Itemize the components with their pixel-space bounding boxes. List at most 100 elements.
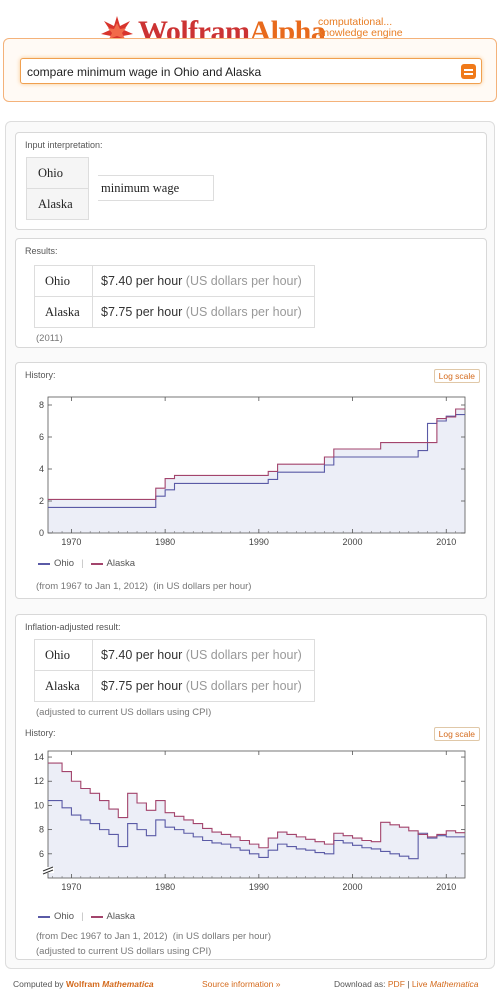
value-cell: $7.75 per hour (US dollars per hour): [92, 670, 315, 702]
equal-icon[interactable]: [461, 64, 476, 79]
chart-legend: Ohio | Alaska: [38, 558, 135, 569]
history-chart: 1970 1980 1990 2000 2010 0 2 4 6 8: [39, 396, 466, 547]
inflation-history-chart: 1970 1980 1990 2000 2010 6 8 10 12 14: [34, 750, 466, 892]
x-tick-label: 1990: [249, 537, 269, 547]
range-note: (from 1967 to Jan 1, 2012) (in US dollar…: [36, 581, 251, 592]
tagline: computational... knowledge engine: [318, 17, 403, 39]
y-tick-label: 12: [34, 776, 44, 786]
value-cell: $7.75 per hour (US dollars per hour): [92, 296, 315, 328]
y-tick-label: 14: [34, 752, 44, 762]
unit-text: (US dollars per hour): [185, 274, 302, 288]
chart-area-fill: [48, 409, 465, 533]
y-tick-label: 8: [39, 825, 44, 835]
history-pod: History: Log scale 1970 1980 1990 2000 2010 0…: [15, 362, 487, 599]
state-cell: Alaska: [26, 188, 89, 220]
input-interpretation-pod: Input interpretation: Ohio minimum wage …: [15, 132, 487, 230]
computed-by: Computed by Wolfram Mathematica: [13, 979, 154, 989]
x-tick-label: 1970: [61, 882, 81, 892]
range-text: (from Dec 1967 to Jan 1, 2012): [36, 931, 168, 942]
legend-alaska: Alaska: [106, 911, 136, 922]
axis-break-bg: [42, 867, 54, 873]
table-row: Alaska $7.75 per hour (US dollars per ho…: [34, 670, 315, 702]
x-tick-label: 1980: [155, 537, 175, 547]
range-text: (from 1967 to Jan 1, 2012): [36, 581, 148, 592]
unit-text: (US dollars per hour): [185, 305, 302, 319]
year-note: (2011): [36, 333, 63, 344]
tagline-line-2: knowledge engine: [318, 27, 403, 39]
measure-cell: minimum wage: [101, 181, 180, 195]
live-mathematica-link[interactable]: Live Mathematica: [412, 979, 479, 989]
unit-note: (in US dollars per hour): [172, 931, 271, 942]
mathematica-link[interactable]: Mathematica: [102, 979, 154, 989]
y-tick-label: 0: [39, 528, 44, 538]
pod-title: Results:: [25, 246, 58, 256]
state-cell: Ohio: [34, 265, 93, 297]
header: WolframAlpha computational... knowledge …: [0, 0, 500, 110]
legend-ohio: Ohio: [54, 558, 75, 569]
state-cell: Ohio: [26, 157, 89, 189]
inflation-pod: Inflation-adjusted result: Ohio $7.40 pe…: [15, 614, 487, 960]
results-pod: Results: Ohio $7.40 per hour (US dollars…: [15, 238, 487, 348]
pod-title: Input interpretation:: [25, 140, 103, 150]
pod-title: History:: [25, 370, 56, 380]
value-text: $7.40 per hour: [101, 274, 183, 288]
y-tick-label: 10: [34, 800, 44, 810]
table-row: Ohio $7.40 per hour (US dollars per hour…: [34, 639, 315, 671]
y-tick-label: 4: [39, 464, 44, 474]
state-cell: Alaska: [34, 670, 93, 702]
pdf-link[interactable]: PDF: [387, 979, 405, 989]
measure-frame: [98, 175, 214, 201]
x-tick-label: 1980: [155, 882, 175, 892]
interpretation-table: Ohio minimum wage Alaska: [26, 157, 205, 220]
footer: Computed by Wolfram Mathematica Source i…: [0, 975, 500, 995]
y-tick-label: 2: [39, 496, 44, 506]
download-as: Download as: PDF | Live Mathematica: [334, 979, 479, 989]
live-text: Live: [411, 979, 428, 989]
value-text: $7.75 per hour: [101, 679, 183, 693]
search-bar: [3, 38, 497, 102]
search-input[interactable]: [27, 64, 457, 80]
results-table: Ohio $7.40 per hour (US dollars per hour…: [34, 265, 315, 328]
y-tick-label: 6: [39, 432, 44, 442]
unit-note: (in US dollars per hour): [153, 581, 252, 592]
axis-break-mark: [42, 866, 54, 872]
y-tick-label: 8: [39, 400, 44, 410]
unit-text: (US dollars per hour): [185, 679, 302, 693]
log-scale-button[interactable]: Log scale: [433, 727, 480, 741]
chart-legend: Ohio | Alaska: [38, 911, 135, 922]
state-cell: Alaska: [34, 296, 93, 328]
wolfram-link[interactable]: Wolfram: [65, 979, 100, 989]
results-panel: Input interpretation: Ohio minimum wage …: [5, 121, 495, 969]
value-cell: $7.40 per hour (US dollars per hour): [92, 265, 315, 297]
search-box: [20, 58, 482, 84]
cpi-note-2: (adjusted to current US dollars using CP…: [36, 946, 212, 957]
range-note: (from Dec 1967 to Jan 1, 2012) (in US do…: [36, 931, 271, 942]
legend-alaska: Alaska: [106, 558, 136, 569]
legend-swatch-alaska: [90, 562, 103, 565]
ohio-series-line: [48, 414, 465, 508]
value-text: $7.75 per hour: [101, 305, 183, 319]
computed-by-label: Computed by: [13, 979, 64, 989]
alaska-series-line: [48, 762, 465, 849]
value-text: $7.40 per hour: [101, 648, 183, 662]
plot-frame: [47, 750, 466, 879]
chart-area-fill: [48, 763, 465, 878]
x-tick-label: 2000: [343, 882, 363, 892]
alaska-series-line: [48, 408, 465, 500]
y-tick-label: 6: [39, 849, 44, 859]
download-as-label: Download as:: [334, 979, 386, 989]
x-tick-label: 2000: [343, 537, 363, 547]
tagline-line-1: computational...: [318, 16, 393, 28]
axis-break-mark: [42, 869, 54, 875]
x-tick-label: 2010: [436, 882, 456, 892]
x-tick-label: 1990: [249, 882, 269, 892]
log-scale-button[interactable]: Log scale: [433, 369, 480, 383]
source-information-link[interactable]: Source information »: [202, 979, 281, 989]
history-title: History:: [25, 728, 56, 738]
ohio-series-line: [48, 800, 465, 860]
x-tick-label: 1970: [61, 537, 81, 547]
wolfram-spikey-icon: [101, 16, 133, 46]
plot-frame: [47, 396, 466, 534]
table-row: Alaska $7.75 per hour (US dollars per ho…: [34, 296, 315, 328]
table-row: Ohio $7.40 per hour (US dollars per hour…: [34, 265, 315, 297]
